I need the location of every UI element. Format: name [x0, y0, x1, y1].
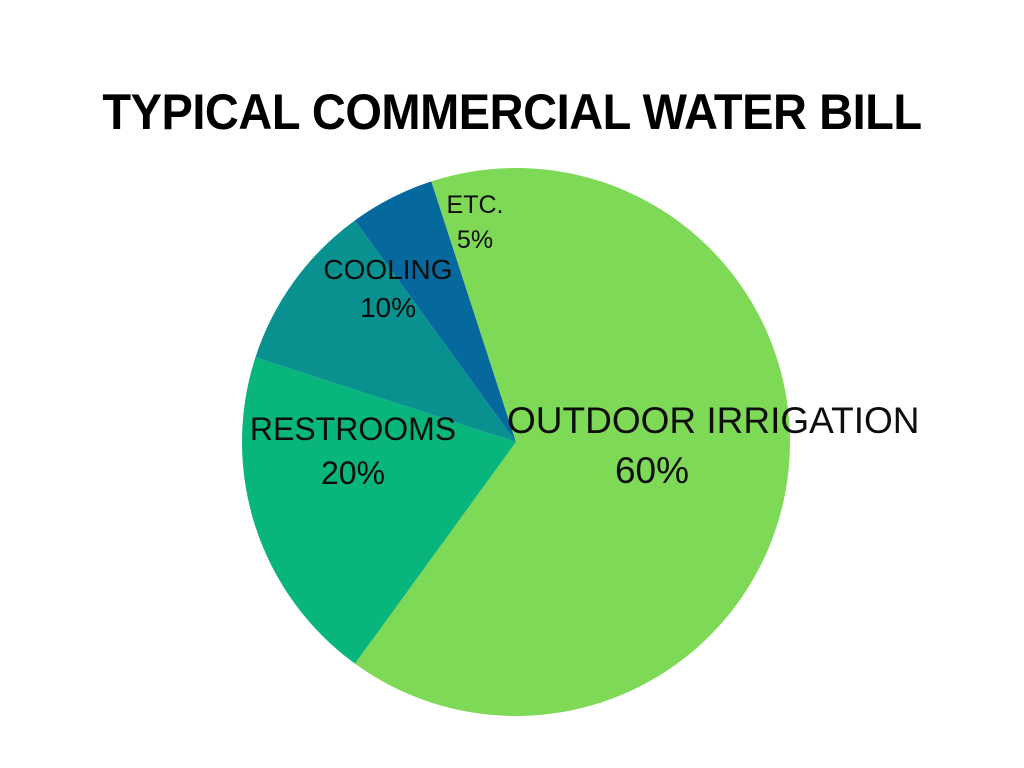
pie-slice-restrooms[interactable]	[242, 357, 517, 664]
pie-chart-svg	[242, 168, 790, 716]
pie-slice-outdoor-irrigation-wrap[interactable]	[431, 168, 516, 442]
chart-title: TYPICAL COMMERCIAL WATER BILL	[102, 84, 922, 140]
pie-slice-cooling[interactable]	[255, 220, 516, 442]
pie-slice-etc[interactable]	[354, 181, 516, 442]
pie-chart	[242, 168, 790, 716]
pie-slice-outdoor-irrigation[interactable]	[354, 168, 790, 716]
